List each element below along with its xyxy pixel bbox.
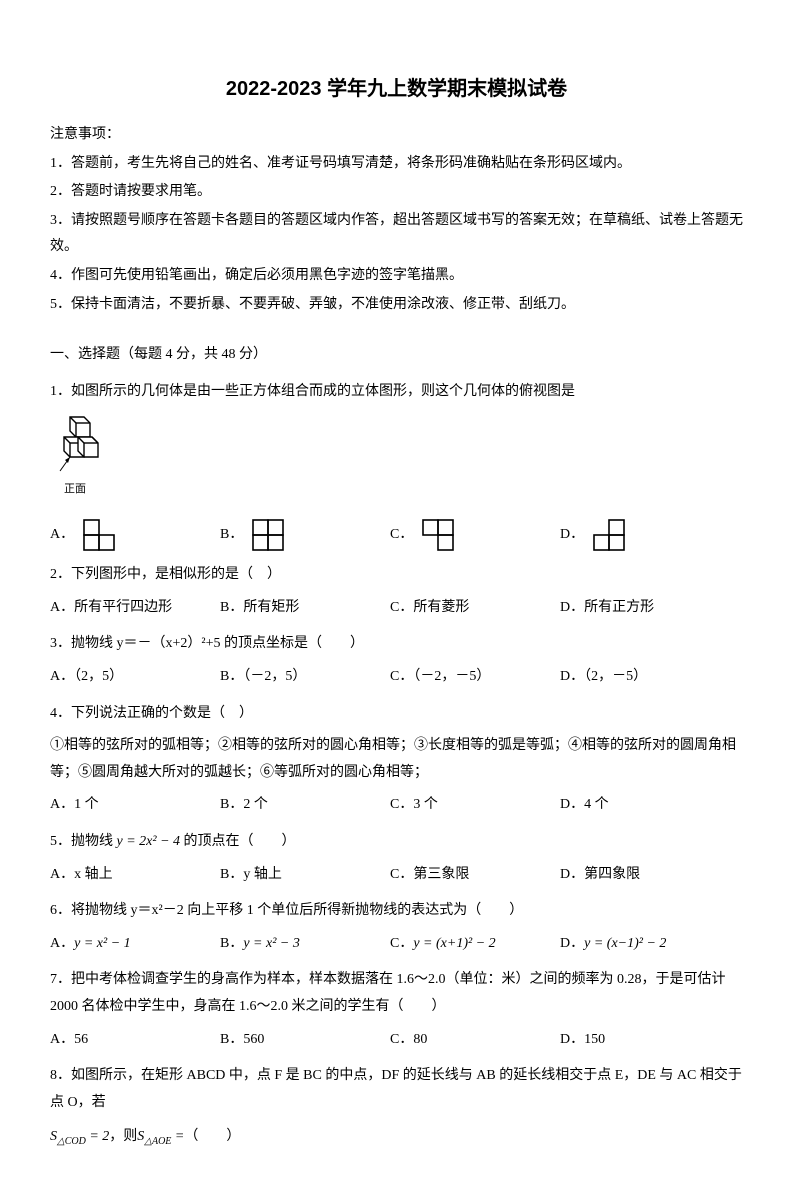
cube-stack-icon <box>56 413 118 479</box>
s-cod: S△COD = 2 <box>50 1124 109 1151</box>
q5-pre: 5．抛物线 <box>50 834 117 849</box>
question-7: 7．把中考体检调查学生的身高作为样本，样本数据落在 1.6～2.0（单位：米）之… <box>50 967 743 1053</box>
s-aoe-s: S <box>137 1129 144 1144</box>
option-a: A． <box>50 518 210 552</box>
option-b: B．y 轴上 <box>220 862 380 889</box>
option-d-label: D． <box>560 522 584 549</box>
instructions-block: 注意事项： 1．答题前，考生先将自己的姓名、准考证号码填写清楚，将条形码准确粘贴… <box>50 122 743 318</box>
option-b: B．（－2，5） <box>220 664 380 691</box>
instruction-line: 5．保持卡面清洁，不要折暴、不要弄破、弄皱，不准使用涂改液、修正带、刮纸刀。 <box>50 292 743 319</box>
option-c: C．所有菱形 <box>390 595 550 622</box>
question-1: 1．如图所示的几何体是由一些正方体组合而成的立体图形，则这个几何体的俯视图是 <box>50 379 743 552</box>
question-5-text: 5．抛物线 y = 2x² − 4 的顶点在（ ） <box>50 829 743 856</box>
option-a: A．56 <box>50 1027 210 1054</box>
question-2-options: A．所有平行四边形 B．所有矩形 C．所有菱形 D．所有正方形 <box>50 595 743 622</box>
option-c: C．80 <box>390 1027 550 1054</box>
question-5-options: A．x 轴上 B．y 轴上 C．第三象限 D．第四象限 <box>50 862 743 889</box>
instruction-line: 2．答题时请按要求用笔。 <box>50 179 743 206</box>
option-b: B．y = x² − 3 <box>220 931 380 958</box>
option-d: D．y = (x−1)² − 2 <box>560 931 720 958</box>
s-cod-eq: = 2 <box>86 1129 109 1144</box>
question-6-text: 6．将抛物线 y＝x²－2 向上平移 1 个单位后所得新抛物线的表达式为（ ） <box>50 898 743 925</box>
question-4-options: A．1 个 B．2 个 C．3 个 D．4 个 <box>50 792 743 819</box>
top-view-d-icon <box>592 518 642 552</box>
option-c: C．第三象限 <box>390 862 550 889</box>
question-6: 6．将抛物线 y＝x²－2 向上平移 1 个单位后所得新抛物线的表达式为（ ） … <box>50 898 743 957</box>
s-aoe-sub: △AOE <box>144 1136 171 1147</box>
question-2-text: 2．下列图形中，是相似形的是（ ） <box>50 562 743 589</box>
top-view-c-icon <box>421 518 471 552</box>
option-b: B． <box>220 518 380 552</box>
option-a: A．y = x² − 1 <box>50 931 210 958</box>
question-1-text: 1．如图所示的几何体是由一些正方体组合而成的立体图形，则这个几何体的俯视图是 <box>50 379 743 406</box>
cube-figure: 正面 <box>56 413 743 500</box>
top-view-a-icon <box>82 518 132 552</box>
question-7-text: 7．把中考体检调查学生的身高作为样本，样本数据落在 1.6～2.0（单位：米）之… <box>50 967 743 1020</box>
option-b-label: B． <box>220 522 243 549</box>
instruction-line: 1．答题前，考生先将自己的姓名、准考证号码填写清楚，将条形码准确粘贴在条形码区域… <box>50 151 743 178</box>
question-7-options: A．56 B．560 C．80 D．150 <box>50 1027 743 1054</box>
option-a-label: A． <box>50 931 74 958</box>
s-cod-s: S <box>50 1129 57 1144</box>
option-d: D．所有正方形 <box>560 595 720 622</box>
option-a: A．x 轴上 <box>50 862 210 889</box>
question-2: 2．下列图形中，是相似形的是（ ） A．所有平行四边形 B．所有矩形 C．所有菱… <box>50 562 743 621</box>
option-d: D．第四象限 <box>560 862 720 889</box>
option-d: D．4 个 <box>560 792 720 819</box>
option-c: C．y = (x+1)² − 2 <box>390 931 550 958</box>
instruction-line: 3．请按照题号顺序在答题卡各题目的答题区域内作答，超出答题区域书写的答案无效；在… <box>50 208 743 261</box>
option-b-label: B． <box>220 931 243 958</box>
question-4-detail: ①相等的弦所对的弧相等；②相等的弦所对的圆心角相等；③长度相等的弧是等弧；④相等… <box>50 733 743 786</box>
option-b: B．560 <box>220 1027 380 1054</box>
option-a: A．所有平行四边形 <box>50 595 210 622</box>
question-8: 8．如图所示，在矩形 ABCD 中，点 F 是 BC 的中点，DF 的延长线与 … <box>50 1063 743 1151</box>
option-c-label: C． <box>390 931 413 958</box>
q5-formula: y = 2x² − 4 <box>117 834 181 849</box>
top-view-b-icon <box>251 518 301 552</box>
option-d-label: D． <box>560 931 584 958</box>
instruction-line: 4．作图可先使用铅笔画出，确定后必须用黑色字迹的签字笔描黑。 <box>50 263 743 290</box>
option-c-label: C． <box>390 522 413 549</box>
question-8-text: 8．如图所示，在矩形 ABCD 中，点 F 是 BC 的中点，DF 的延长线与 … <box>50 1063 743 1116</box>
question-3-options: A．（2，5） B．（－2，5） C．（－2，－5） D．（2，－5） <box>50 664 743 691</box>
question-6-options: A．y = x² − 1 B．y = x² − 3 C．y = (x+1)² −… <box>50 931 743 958</box>
q8-mid: ，则 <box>109 1124 137 1151</box>
question-3-text: 3．抛物线 y＝－（x+2）²+5 的顶点坐标是（ ） <box>50 631 743 658</box>
question-5: 5．抛物线 y = 2x² − 4 的顶点在（ ） A．x 轴上 B．y 轴上 … <box>50 829 743 888</box>
question-4-text: 4．下列说法正确的个数是（ ） <box>50 701 743 728</box>
option-d-formula: y = (x−1)² − 2 <box>584 931 666 958</box>
section-1-header: 一、选择题（每题 4 分，共 48 分） <box>50 342 743 369</box>
question-4: 4．下列说法正确的个数是（ ） ①相等的弦所对的弧相等；②相等的弦所对的圆心角相… <box>50 701 743 819</box>
option-b: B．2 个 <box>220 792 380 819</box>
q5-post: 的顶点在（ ） <box>180 834 296 849</box>
s-cod-sub: △COD <box>57 1136 86 1147</box>
question-3: 3．抛物线 y＝－（x+2）²+5 的顶点坐标是（ ） A．（2，5） B．（－… <box>50 631 743 690</box>
option-a-label: A． <box>50 522 74 549</box>
option-c: C． <box>390 518 550 552</box>
s-aoe: S△AOE = <box>137 1124 184 1151</box>
option-a-formula: y = x² − 1 <box>74 931 131 958</box>
option-d: D．（2，－5） <box>560 664 720 691</box>
option-c: C．3 个 <box>390 792 550 819</box>
question-8-formula-line: S△COD = 2 ，则 S△AOE = （ ） <box>50 1124 743 1151</box>
option-d: D．150 <box>560 1027 720 1054</box>
option-a: A．1 个 <box>50 792 210 819</box>
q8-tail: （ ） <box>184 1124 240 1151</box>
question-1-options: A． B． <box>50 518 743 552</box>
option-a: A．（2，5） <box>50 664 210 691</box>
s-aoe-eq: = <box>171 1129 184 1144</box>
exam-page: 2022-2023 学年九上数学期末模拟试卷 注意事项： 1．答题前，考生先将自… <box>0 0 793 1191</box>
option-b-formula: y = x² − 3 <box>243 931 300 958</box>
option-d: D． <box>560 518 720 552</box>
option-b: B．所有矩形 <box>220 595 380 622</box>
front-view-label: 正面 <box>64 479 743 500</box>
option-c-formula: y = (x+1)² − 2 <box>413 931 495 958</box>
instructions-header: 注意事项： <box>50 122 743 149</box>
option-c: C．（－2，－5） <box>390 664 550 691</box>
page-title: 2022-2023 学年九上数学期末模拟试卷 <box>50 70 743 108</box>
